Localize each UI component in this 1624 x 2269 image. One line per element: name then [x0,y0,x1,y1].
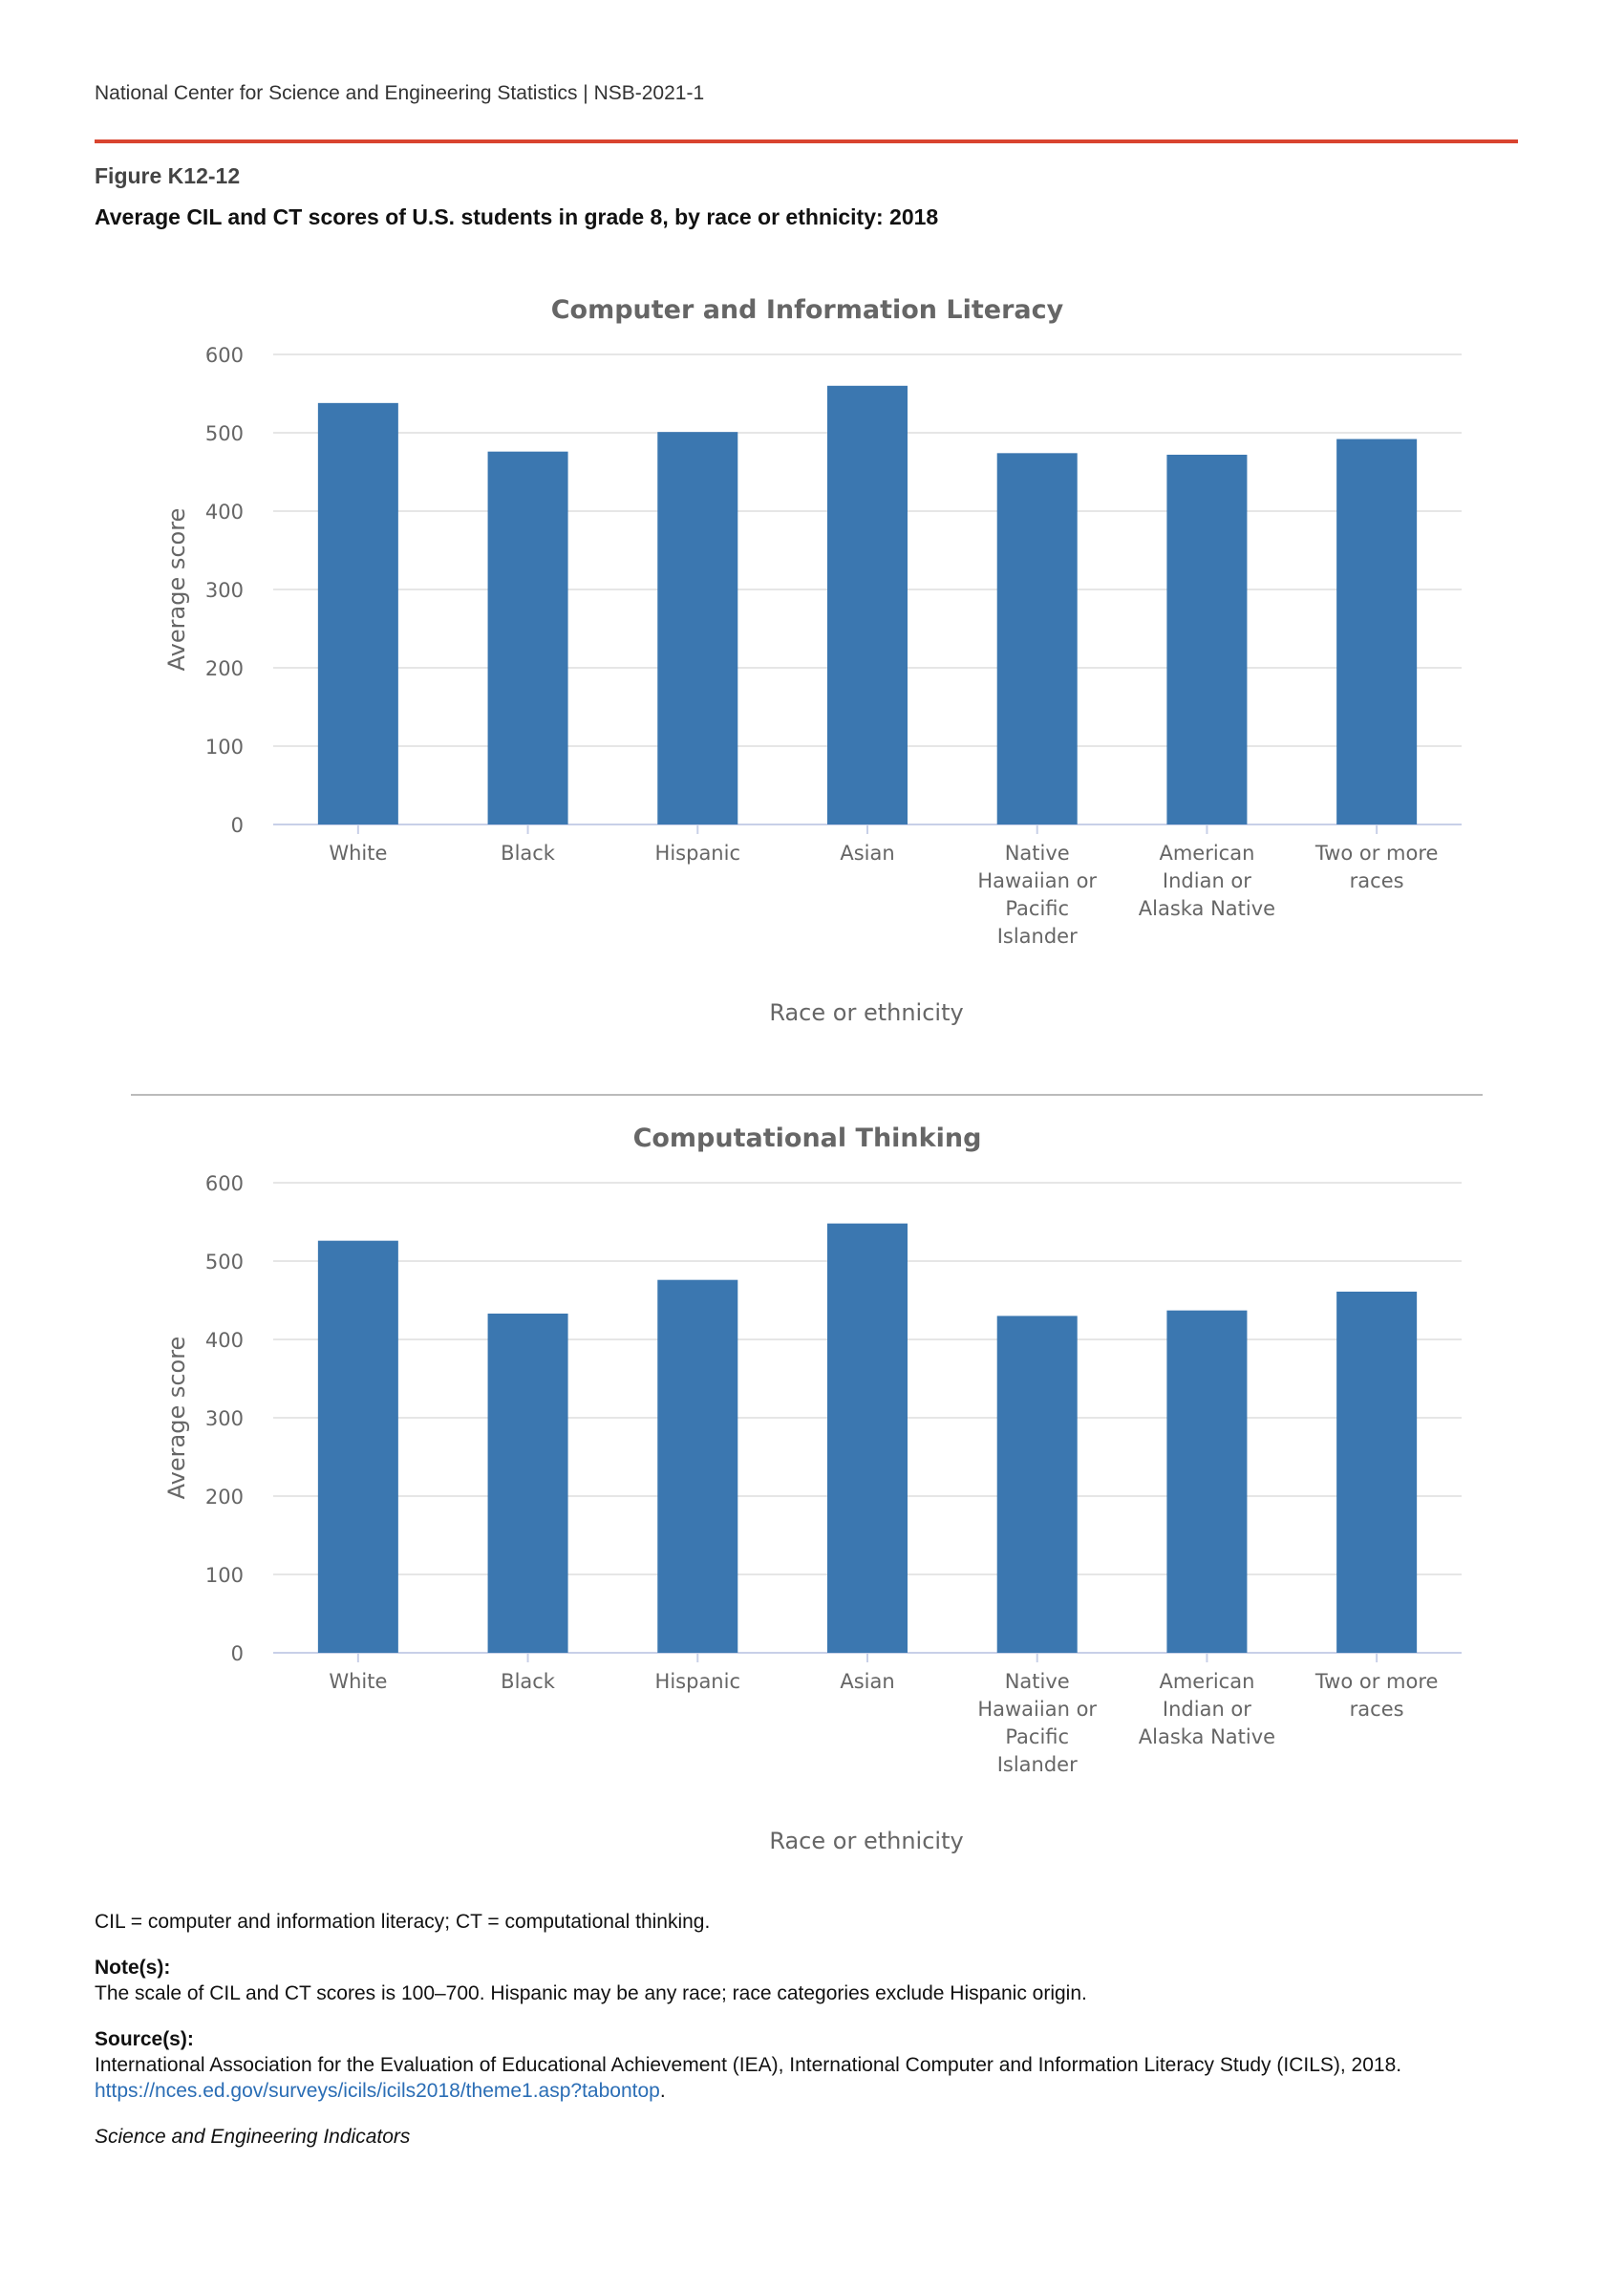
bar [1166,454,1248,824]
x-tick-label: Pacific [1005,1725,1069,1748]
x-tick-label: races [1350,1698,1404,1721]
x-tick-label: Black [501,1670,556,1693]
y-tick-label: 100 [205,1564,244,1587]
x-tick-label: White [329,1670,387,1693]
header-divider [95,139,1518,143]
source-text: International Association for the Evalua… [95,2054,1402,2076]
ct-chart: Computational Thinking 0 100 200 300 400 500 60… [163,1124,1462,1854]
bar [317,402,398,824]
cil-chart: Computer and Information Literacy 0 100 200… [163,295,1462,1026]
y-tick-label: 400 [205,501,244,524]
bar [1336,439,1418,824]
source-link[interactable]: https://nces.ed.gov/surveys/icils/icils2… [95,2080,660,2102]
bar [827,1223,908,1653]
y-tick-label: 300 [205,1407,244,1430]
y-tick-label: 200 [205,657,244,680]
y-tick-label: 600 [205,1172,244,1195]
chart-title: Computer and Information Literacy [551,295,1064,325]
x-tick-label: Islander [997,1753,1078,1776]
x-tick-label: Asian [840,842,894,865]
footer: Science and Engineering Indicators [95,2126,411,2148]
y-tick-label: 100 [205,736,244,759]
y-tick-label: 400 [205,1329,244,1352]
x-tick-label: Hawaiian or [977,1698,1097,1721]
notes-text: The scale of CIL and CT scores is 100–70… [95,1982,1087,2004]
x-tick-label: Indian or [1163,869,1251,892]
y-tick-label: 0 [231,1642,244,1665]
x-tick-label: Hawaiian or [977,869,1097,892]
x-tick-label: Indian or [1163,1698,1251,1721]
x-tick-label: Native [1005,1670,1070,1693]
y-tick-label: 600 [205,344,244,367]
report-header: National Center for Science and Engineer… [95,82,705,104]
x-tick-label: Native [1005,842,1070,865]
figure-title: Average CIL and CT scores of U.S. studen… [95,204,939,229]
y-tick-label: 0 [231,814,244,837]
bar [657,1279,738,1653]
x-tick-label: Alaska Native [1139,897,1275,920]
bar [1336,1291,1418,1653]
abbreviations: CIL = computer and information literacy;… [95,1911,711,1933]
bar [317,1240,398,1653]
x-tick-label: Alaska Native [1139,1725,1275,1748]
x-tick-label: American [1159,842,1254,865]
source-link-line: https://nces.ed.gov/surveys/icils/icils2… [95,2080,666,2102]
y-tick-label: 200 [205,1486,244,1509]
x-tick-label: Two or more [1314,842,1439,865]
bar [487,1313,568,1653]
bar [1166,1310,1248,1653]
y-axis-label: Average score [163,508,190,672]
x-tick-label: White [329,842,387,865]
bar [827,385,908,824]
x-tick-label: Pacific [1005,897,1069,920]
y-tick-label: 500 [205,1251,244,1274]
x-tick-label: races [1350,869,1404,892]
bar [996,453,1078,824]
chart-title: Computational Thinking [633,1124,982,1153]
x-axis-label: Race or ethnicity [769,999,963,1026]
bar [996,1316,1078,1653]
y-axis-label: Average score [163,1337,190,1500]
notes-label: Note(s): [95,1957,171,1979]
figure-label: Figure K12-12 [95,163,241,188]
source-label: Source(s): [95,2028,194,2050]
x-tick-label: American [1159,1670,1254,1693]
x-axis-label: Race or ethnicity [769,1828,963,1854]
x-tick-label: Islander [997,925,1078,948]
y-tick-label: 500 [205,422,244,445]
bar [487,451,568,824]
chart-divider [131,1094,1483,1096]
x-tick-label: Two or more [1314,1670,1439,1693]
x-tick-label: Asian [840,1670,894,1693]
x-tick-label: Hispanic [655,1670,740,1693]
x-tick-label: Hispanic [655,842,740,865]
x-tick-label: Black [501,842,556,865]
bar [657,432,738,824]
y-tick-label: 300 [205,579,244,602]
